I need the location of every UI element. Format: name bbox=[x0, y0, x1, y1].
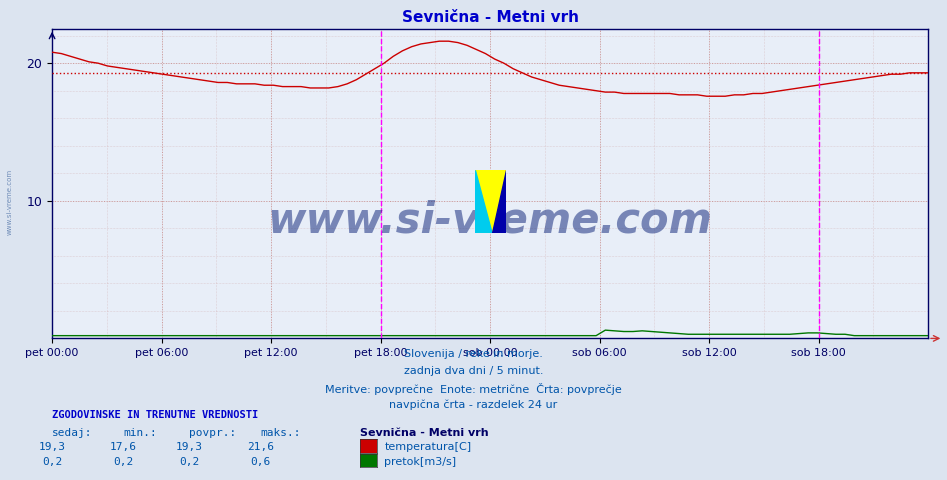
Text: www.si-vreme.com: www.si-vreme.com bbox=[268, 200, 712, 242]
Text: 17,6: 17,6 bbox=[110, 442, 136, 452]
Polygon shape bbox=[475, 170, 492, 233]
Text: min.:: min.: bbox=[123, 428, 157, 438]
Text: povpr.:: povpr.: bbox=[189, 428, 237, 438]
Text: 21,6: 21,6 bbox=[247, 442, 274, 452]
Text: 0,2: 0,2 bbox=[42, 456, 63, 467]
Polygon shape bbox=[492, 170, 506, 233]
Text: ZGODOVINSKE IN TRENUTNE VREDNOSTI: ZGODOVINSKE IN TRENUTNE VREDNOSTI bbox=[52, 409, 259, 420]
Text: navpična črta - razdelek 24 ur: navpična črta - razdelek 24 ur bbox=[389, 400, 558, 410]
Text: Meritve: povprečne  Enote: metrične  Črta: povprečje: Meritve: povprečne Enote: metrične Črta:… bbox=[325, 383, 622, 395]
Text: 19,3: 19,3 bbox=[176, 442, 203, 452]
Title: Sevnična - Metni vrh: Sevnična - Metni vrh bbox=[402, 10, 579, 25]
Text: zadnja dva dni / 5 minut.: zadnja dva dni / 5 minut. bbox=[403, 366, 544, 376]
Text: 0,2: 0,2 bbox=[113, 456, 134, 467]
Text: Sevnična - Metni vrh: Sevnična - Metni vrh bbox=[360, 428, 489, 438]
Text: Slovenija / reke in morje.: Slovenija / reke in morje. bbox=[404, 349, 543, 360]
Text: www.si-vreme.com: www.si-vreme.com bbox=[7, 168, 12, 235]
Text: 19,3: 19,3 bbox=[39, 442, 65, 452]
Text: temperatura[C]: temperatura[C] bbox=[384, 442, 472, 452]
Text: 0,2: 0,2 bbox=[179, 456, 200, 467]
Text: 0,6: 0,6 bbox=[250, 456, 271, 467]
Text: maks.:: maks.: bbox=[260, 428, 301, 438]
Text: sedaj:: sedaj: bbox=[52, 428, 93, 438]
Text: pretok[m3/s]: pretok[m3/s] bbox=[384, 456, 456, 467]
